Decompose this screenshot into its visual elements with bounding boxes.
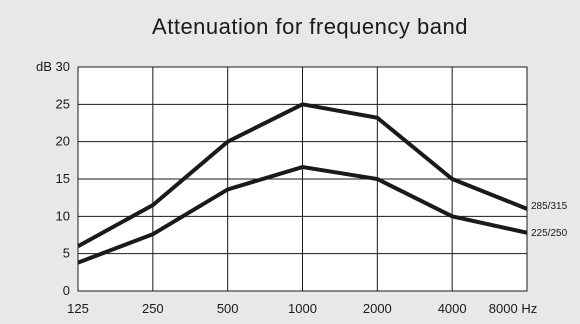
x-tick-label: 4000 (438, 301, 467, 316)
y-tick-label: 0 (63, 283, 70, 298)
series-line-2 (77, 165, 528, 265)
x-tick-label: 500 (217, 301, 239, 316)
x-tick-label: 125 (67, 301, 89, 316)
y-tick-label: 15 (56, 171, 70, 186)
y-tick-label: 10 (56, 208, 70, 223)
x-tick-label: 2000 (363, 301, 392, 316)
y-tick-label: dB 30 (36, 59, 70, 74)
series-line-1 (77, 102, 528, 248)
y-tick-label: 5 (63, 246, 70, 261)
series-label-1: 285/315 (531, 201, 568, 212)
y-tick-label: 20 (56, 134, 70, 149)
series-label-2: 225/250 (531, 228, 568, 239)
y-tick-label: 25 (56, 96, 70, 111)
x-tick-label: 250 (142, 301, 164, 316)
x-tick-label: 1000 (288, 301, 317, 316)
x-tick-label: 8000 Hz (489, 301, 537, 316)
chart-title: Attenuation for frequency band (152, 14, 468, 39)
